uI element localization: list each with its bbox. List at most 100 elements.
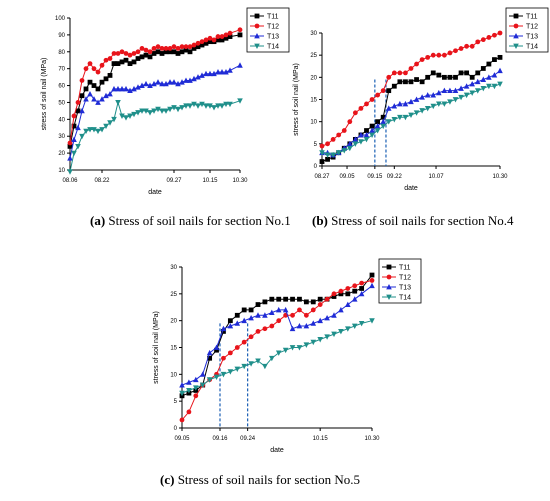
data-point (179, 417, 185, 423)
y-tick-label: 15 (170, 346, 177, 352)
data-point (91, 127, 97, 133)
data-point (99, 79, 105, 85)
data-point (241, 307, 247, 313)
data-point (441, 74, 447, 80)
data-point (147, 54, 153, 60)
data-point (255, 329, 261, 334)
series-t14 (319, 81, 503, 158)
data-point (191, 46, 197, 51)
data-point (474, 78, 481, 85)
x-tick-label: 08.27 (314, 174, 330, 180)
data-point (119, 49, 125, 55)
data-point (413, 110, 420, 116)
data-point (359, 286, 365, 291)
data-point (71, 123, 77, 129)
data-point (403, 70, 408, 76)
x-tick-label: 09.16 (212, 436, 228, 442)
data-point (127, 52, 133, 58)
data-point (403, 79, 408, 85)
legend-box (505, 7, 549, 53)
x-axis-label: date (270, 447, 284, 454)
data-point (187, 49, 193, 55)
data-point (402, 100, 409, 107)
data-point (297, 296, 302, 302)
x-tick-label: 10.07 (429, 174, 445, 180)
data-point (163, 46, 169, 51)
data-point (324, 314, 330, 321)
data-point (107, 73, 113, 78)
data-point (397, 79, 403, 85)
data-point (369, 123, 375, 129)
y-tick-label: 60 (58, 84, 65, 90)
data-point (191, 101, 197, 108)
data-point (83, 66, 89, 72)
data-point (458, 94, 464, 101)
y-tick-label: 0 (314, 164, 318, 170)
data-point (193, 393, 199, 399)
data-point (223, 32, 229, 38)
y-tick-label: 30 (58, 134, 65, 140)
legend-label: T11 (267, 14, 279, 21)
legend-label: T14 (399, 295, 411, 302)
data-point (187, 103, 193, 109)
data-point (167, 49, 173, 55)
data-point (67, 140, 73, 146)
data-point (375, 119, 381, 125)
data-point (447, 74, 453, 80)
caption-text: Stress of soil nails for section No.1 (105, 213, 291, 228)
data-point (391, 83, 397, 89)
legend-marker (254, 43, 260, 49)
y-tick-label: 70 (58, 67, 65, 73)
data-point (103, 76, 109, 82)
data-point (139, 82, 145, 88)
data-point (171, 79, 177, 85)
legend-label: T14 (267, 44, 279, 51)
caption-letter: (a) (90, 213, 105, 228)
data-point (492, 57, 497, 62)
data-point (486, 61, 492, 67)
data-point (497, 30, 503, 36)
data-point (227, 101, 233, 108)
y-tick-label: 30 (170, 265, 177, 271)
data-point (241, 317, 247, 324)
data-point (219, 37, 225, 43)
data-point (325, 156, 330, 162)
data-point (183, 103, 189, 109)
data-point (151, 80, 157, 87)
series-t12 (319, 30, 503, 149)
chart-2: 0 5 10 15 20 25 30 08.27 09.05 09.15 09.22 10.07 10.… (293, 7, 549, 228)
data-point (331, 312, 337, 318)
data-point (203, 37, 209, 43)
y-tick-label: 30 (310, 31, 317, 37)
data-point (67, 169, 73, 175)
data-point (317, 296, 323, 302)
data-point (179, 49, 185, 55)
data-point (480, 37, 486, 43)
data-point (193, 385, 199, 391)
data-point (159, 80, 165, 87)
data-point (143, 108, 149, 114)
data-point (296, 323, 303, 329)
series-t14 (67, 98, 243, 175)
data-point (380, 88, 386, 94)
data-point (83, 86, 89, 92)
series-t13 (67, 62, 243, 161)
data-point (374, 128, 381, 134)
data-point (369, 132, 375, 138)
data-point (123, 51, 129, 56)
data-point (262, 326, 268, 332)
x-tick-label: 10.30 (232, 178, 248, 184)
x-tick-label: 10.15 (202, 178, 218, 184)
data-point (227, 323, 234, 329)
data-point (338, 306, 344, 313)
data-point (452, 97, 459, 103)
data-point (193, 376, 199, 383)
data-point (497, 67, 503, 74)
caption-text: Stress of soil nails for section No.5 (174, 472, 360, 487)
data-point (475, 39, 481, 45)
data-point (458, 85, 464, 91)
data-point (111, 51, 117, 56)
data-point (364, 128, 369, 133)
data-point (391, 117, 398, 123)
data-point (215, 34, 221, 39)
